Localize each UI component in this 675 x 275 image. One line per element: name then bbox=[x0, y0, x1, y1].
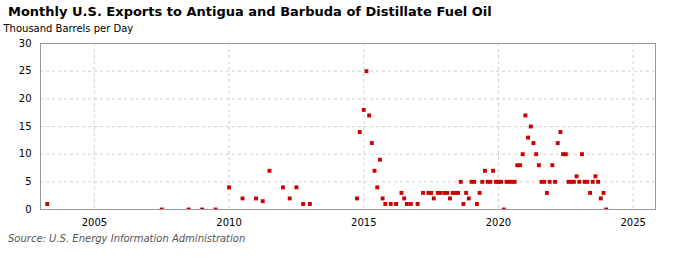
svg-text:15: 15 bbox=[19, 121, 32, 132]
html-text:Monthly U.S. Exports to Antigu: Monthly U.S. Exports to Antigua and Barb… bbox=[8, 4, 492, 19]
svg-text:20: 20 bbox=[19, 93, 32, 104]
svg-text:10: 10 bbox=[19, 148, 32, 159]
svg-text:25: 25 bbox=[19, 65, 32, 76]
svg-text:2020: 2020 bbox=[486, 217, 511, 228]
svg-text:Thousand Barrels per Day: Thousand Barrels per Day bbox=[3, 23, 134, 34]
svg-text:2005: 2005 bbox=[82, 217, 107, 228]
html-text:Source: U.S. Energy Informatio: Source: U.S. Energy Information Administ… bbox=[8, 233, 246, 244]
svg-text:2025: 2025 bbox=[620, 217, 645, 228]
svg-text:0: 0 bbox=[25, 204, 31, 215]
svg-text:2015: 2015 bbox=[351, 217, 376, 228]
svg-text:30: 30 bbox=[19, 38, 32, 49]
svg-text:5: 5 bbox=[25, 176, 31, 187]
svg-text:2010: 2010 bbox=[216, 217, 241, 228]
